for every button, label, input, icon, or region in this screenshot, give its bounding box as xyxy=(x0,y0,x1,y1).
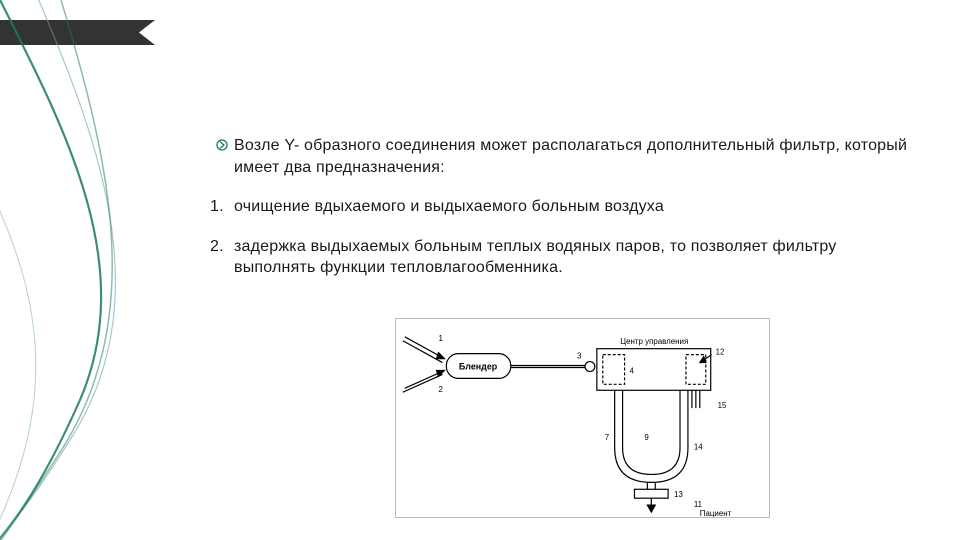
list-text-1: очищение вдыхаемого и выдыхаемого больны… xyxy=(234,196,910,218)
banner-tab xyxy=(0,20,180,50)
intro-text: Возле Y- образного соединения может расп… xyxy=(234,135,910,178)
diagram-label-9: 9 xyxy=(644,433,649,442)
diagram-label-blender: Блендер xyxy=(459,361,498,371)
list-item-2: 2. задержка выдыхаемых больным теплых во… xyxy=(210,236,910,279)
ventilator-diagram: 1 2 Блендер 3 Центр управления 4 12 15 xyxy=(395,318,770,518)
diagram-label-1: 1 xyxy=(438,334,443,343)
diagram-label-12: 12 xyxy=(716,348,725,357)
list-text-2: задержка выдыхаемых больным теплых водян… xyxy=(234,236,910,279)
chevron-right-icon xyxy=(210,135,234,151)
diagram-label-14: 14 xyxy=(694,443,703,452)
diagram-label-7: 7 xyxy=(605,433,609,442)
diagram-label-15: 15 xyxy=(718,401,727,410)
diagram-label-13: 13 xyxy=(674,490,683,499)
diagram-label-3: 3 xyxy=(577,352,582,361)
diagram-label-11: 11 xyxy=(694,500,703,509)
diagram-label-patient: Пациент xyxy=(700,509,732,518)
list-number-2: 2. xyxy=(210,236,234,258)
intro-bullet: Возле Y- образного соединения может расп… xyxy=(210,135,910,178)
diagram-label-control: Центр управления xyxy=(620,337,688,346)
diagram-label-2: 2 xyxy=(438,385,442,394)
decorative-curves xyxy=(0,0,200,540)
list-number-1: 1. xyxy=(210,196,234,218)
diagram-label-4: 4 xyxy=(630,366,635,375)
text-content: Возле Y- образного соединения может расп… xyxy=(210,135,910,297)
list-item-1: 1. очищение вдыхаемого и выдыхаемого бол… xyxy=(210,196,910,218)
